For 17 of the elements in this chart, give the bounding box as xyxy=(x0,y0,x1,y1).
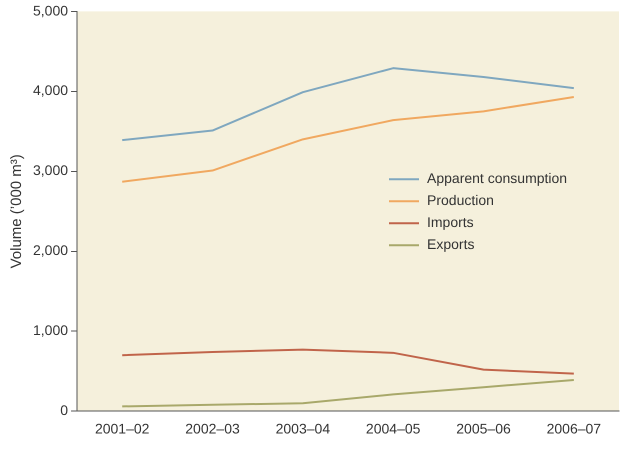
y-tick-label: 3,000 xyxy=(32,162,68,178)
legend-label: Exports xyxy=(427,236,474,252)
x-tick-label: 2004–05 xyxy=(366,420,421,436)
x-tick-label: 2003–04 xyxy=(276,420,330,436)
y-tick-label: 2,000 xyxy=(32,242,68,258)
x-tick-label: 2006–07 xyxy=(546,420,602,436)
y-tick-label: 0 xyxy=(60,402,68,418)
x-tick-label: 2005–06 xyxy=(456,420,511,436)
x-tick-label: 2001–02 xyxy=(94,420,150,436)
x-tick-label: 2002–03 xyxy=(185,420,240,436)
legend-label: Production xyxy=(427,192,494,208)
y-tick-label: 4,000 xyxy=(32,82,68,98)
y-axis-title: Volume (’000 m³) xyxy=(8,154,26,268)
legend-label: Apparent consumption xyxy=(427,170,568,186)
y-tick-label: 5,000 xyxy=(32,2,68,18)
y-tick-label: 1,000 xyxy=(32,322,68,338)
legend-label: Imports xyxy=(427,214,474,230)
